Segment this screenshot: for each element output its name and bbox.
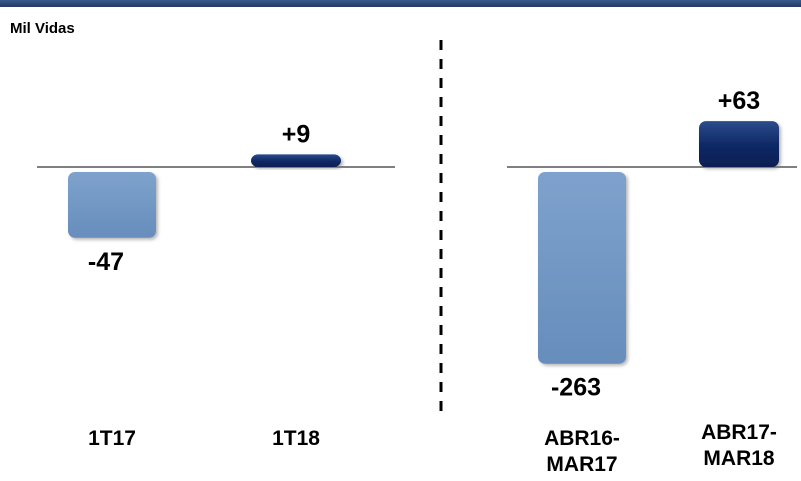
bar-abr17-mar18	[699, 121, 779, 167]
bar-abr16-mar17	[538, 172, 626, 364]
value-label: -263	[551, 374, 601, 402]
category-label: ABR16-MAR17	[544, 427, 620, 476]
bar-1t18	[251, 154, 341, 167]
value-label: +9	[282, 120, 311, 148]
category-label: 1T17	[88, 427, 136, 450]
value-label: -47	[88, 248, 124, 276]
category-label: ABR17-MAR18	[701, 421, 777, 470]
top-accent-bar	[0, 0, 801, 7]
value-label: +63	[718, 87, 760, 115]
bar-1t17	[68, 172, 156, 238]
unit-label: Mil Vidas	[10, 20, 75, 37]
category-label: 1T18	[272, 427, 320, 450]
